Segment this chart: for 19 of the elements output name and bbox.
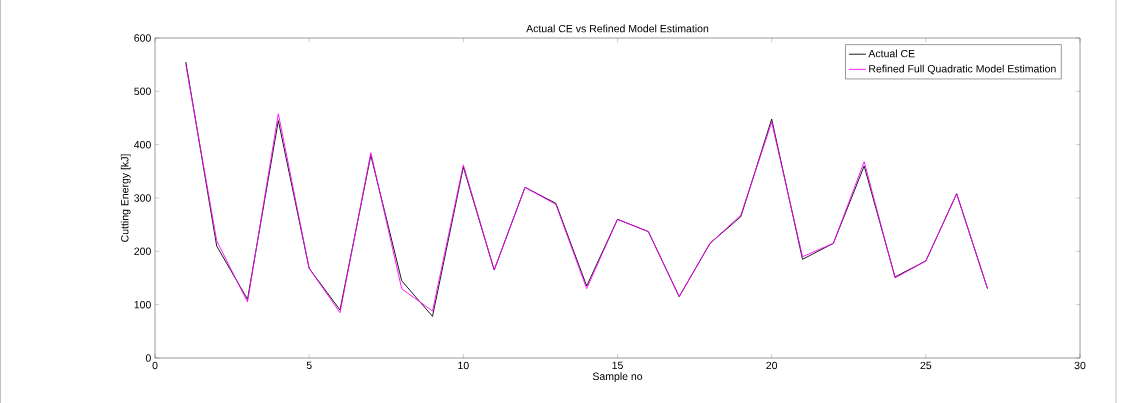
y-tick-label: 500 — [134, 87, 151, 96]
x-tick-label: 25 — [920, 361, 932, 370]
y-tick-label: 400 — [134, 140, 151, 149]
chart-title: Actual CE vs Refined Model Estimation — [526, 24, 709, 33]
legend-label: Actual CE — [868, 49, 915, 58]
legend-label: Refined Full Quadratic Model Estimation — [869, 64, 1056, 75]
y-tick-label: 300 — [134, 194, 151, 202]
x-tick-label: 30 — [1074, 361, 1086, 370]
y-tick-label: 200 — [134, 247, 151, 256]
x-tick-label: 0 — [152, 361, 158, 370]
x-tick-label: 20 — [766, 361, 778, 370]
x-tick-label: 5 — [306, 361, 312, 370]
y-axis-title: Cutting Energy [kJ] — [120, 154, 131, 242]
y-tick-label: 100 — [134, 300, 151, 309]
x-tick-label: 15 — [612, 361, 623, 370]
x-axis-title: Sample no — [592, 372, 643, 383]
y-tick-label: 0 — [145, 354, 151, 362]
y-tick-label: 600 — [134, 34, 151, 42]
x-tick-label: 10 — [458, 361, 469, 370]
